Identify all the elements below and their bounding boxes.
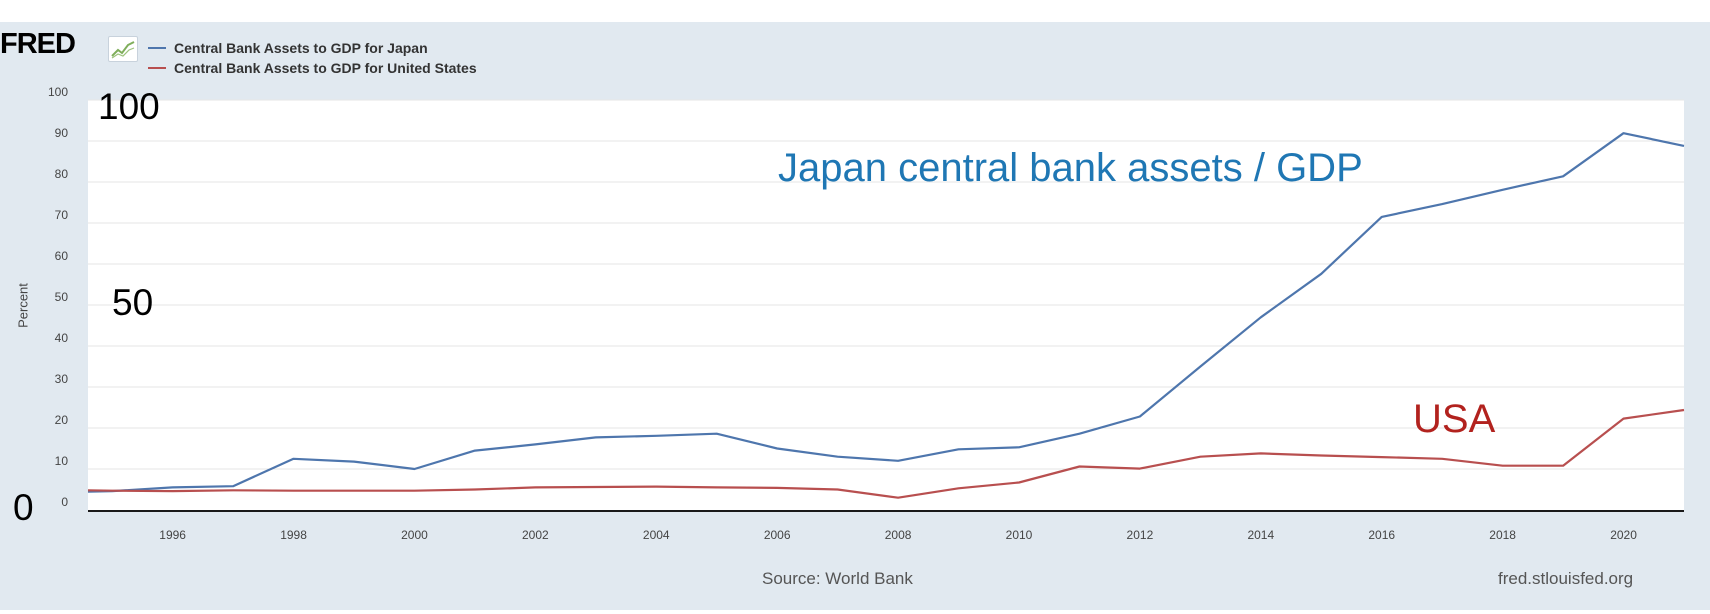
- fred-logo[interactable]: FRED: [0, 28, 76, 60]
- legend-label-united-states: Central Bank Assets to GDP for United St…: [174, 60, 477, 76]
- x-tick-label-2010: 2010: [1006, 528, 1033, 542]
- x-tick-label-1996: 1996: [159, 528, 186, 542]
- legend-item-japan[interactable]: Central Bank Assets to GDP for Japan: [148, 40, 428, 56]
- y-tick-label-80: 80: [55, 167, 69, 181]
- annotation-usa-label: USA: [1413, 397, 1496, 441]
- x-tick-label-2014: 2014: [1247, 528, 1274, 542]
- legend-swatch-united-states: [148, 67, 166, 70]
- legend-label-japan: Central Bank Assets to GDP for Japan: [174, 40, 428, 56]
- trend-line-icon: [108, 36, 138, 62]
- annotation-y-50: 50: [112, 282, 154, 323]
- x-tick-label-2020: 2020: [1610, 528, 1637, 542]
- x-tick-label-2004: 2004: [643, 528, 670, 542]
- y-tick-label-90: 90: [55, 126, 69, 140]
- y-tick-label-0: 0: [61, 495, 68, 509]
- annotation-y-0: 0: [13, 487, 34, 528]
- x-tick-label-2006: 2006: [764, 528, 791, 542]
- x-tick-label-2016: 2016: [1368, 528, 1395, 542]
- site-link[interactable]: fred.stlouisfed.org: [1498, 569, 1634, 588]
- y-tick-label-10: 10: [55, 454, 69, 468]
- y-tick-label-50: 50: [55, 290, 69, 304]
- x-tick-label-2012: 2012: [1127, 528, 1154, 542]
- x-tick-label-2008: 2008: [885, 528, 912, 542]
- y-tick-label-70: 70: [55, 208, 69, 222]
- y-axis-label: Percent: [15, 283, 31, 328]
- x-tick-label-1998: 1998: [280, 528, 307, 542]
- legend-swatch-japan: [148, 47, 166, 50]
- series-line-united-states: [87, 408, 1685, 499]
- y-tick-label-20: 20: [55, 413, 69, 427]
- annotation-y-100: 100: [98, 86, 160, 127]
- legend-item-united-states[interactable]: Central Bank Assets to GDP for United St…: [148, 60, 477, 76]
- y-tick-label-60: 60: [55, 249, 69, 263]
- x-tick-label-2018: 2018: [1489, 528, 1516, 542]
- series-line-japan: [87, 132, 1685, 493]
- y-tick-label-100: 100: [48, 85, 68, 99]
- annotation-japan-label: Japan central bank assets / GDP: [778, 146, 1363, 190]
- x-tick-label-2002: 2002: [522, 528, 549, 542]
- y-tick-label-30: 30: [55, 372, 69, 386]
- x-tick-label-2000: 2000: [401, 528, 428, 542]
- source-note: Source: World Bank: [762, 569, 913, 588]
- y-tick-label-40: 40: [55, 331, 69, 345]
